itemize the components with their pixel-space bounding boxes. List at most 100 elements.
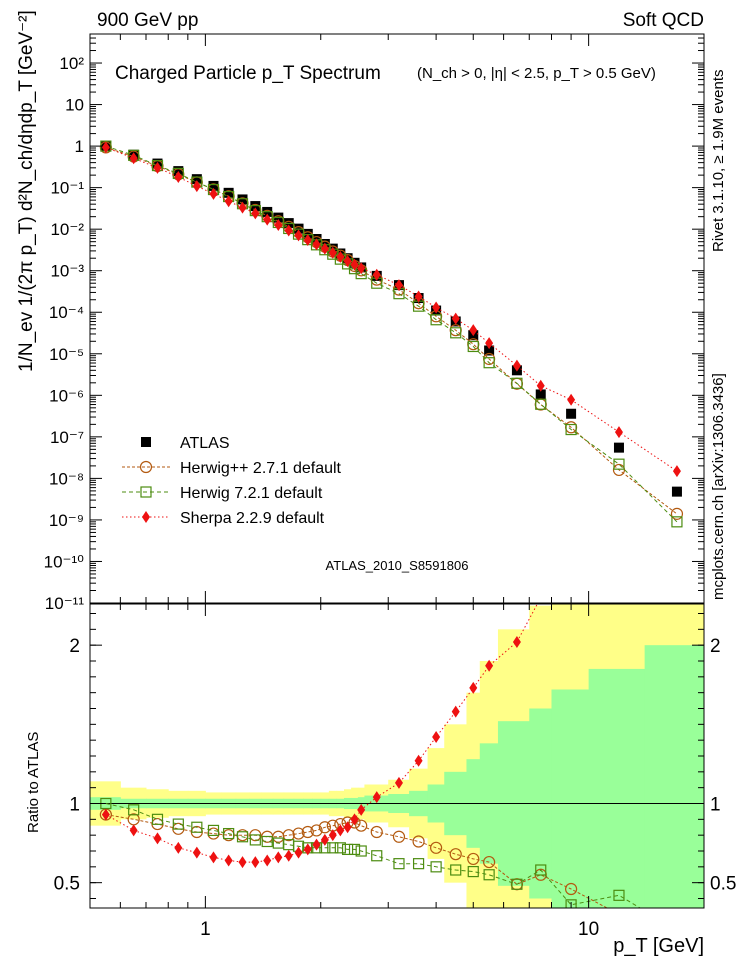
main-data-point <box>191 174 202 185</box>
ratio-data-point <box>303 843 312 856</box>
main-y-tick-label: 10⁻¹¹ <box>45 594 85 613</box>
ratio-data-point <box>613 909 624 920</box>
main-series-3 <box>101 141 681 478</box>
main-data-point <box>671 516 683 528</box>
main-title-cuts: (N_ch > 0, |η| < 2.5, p_T > 0.5 GeV) <box>417 65 656 82</box>
stat-band-bin <box>588 668 646 908</box>
main-data-point <box>512 359 521 372</box>
ratio-data-point <box>343 821 352 834</box>
main-data-point <box>303 233 312 246</box>
ratio-data-point <box>392 830 406 843</box>
main-data-point <box>485 337 494 350</box>
main-data-point <box>451 312 460 325</box>
main-data-point <box>612 463 626 477</box>
main-data-point <box>350 258 359 271</box>
main-y-tick-label: 10⁻⁹ <box>49 511 84 530</box>
main-data-point <box>209 187 218 200</box>
legend-entry: Herwig++ 2.7.1 default <box>180 460 342 477</box>
ratio-data-point <box>412 835 425 848</box>
main-data-point <box>372 268 381 281</box>
legend-marker <box>142 511 150 523</box>
ratio-series-2 <box>101 604 538 869</box>
ratio-data-point <box>251 856 260 869</box>
ratio-data-point <box>412 858 425 870</box>
legend-entry: Herwig 7.2.1 default <box>180 485 323 502</box>
main-data-point <box>535 389 546 400</box>
ratio-data-point <box>512 636 521 648</box>
main-data-point <box>566 408 577 419</box>
ratio-data-point <box>128 804 140 816</box>
ratio-data-point <box>129 824 138 837</box>
ratio-data-point <box>249 834 261 846</box>
x-tick-label: 1 <box>200 919 211 940</box>
ratio-data-point <box>284 849 293 862</box>
ratio-series-1 <box>100 797 642 908</box>
ratio-data-point <box>223 827 235 840</box>
main-data-point <box>484 345 495 356</box>
ratio-data-point <box>430 861 442 873</box>
ratio-data-point <box>357 803 366 816</box>
ratio-data-point <box>263 854 272 867</box>
ratio-data-point <box>485 659 494 672</box>
ratio-data-point <box>153 832 162 845</box>
legend-entry: Sherpa 2.2.9 default <box>180 510 325 527</box>
main-data-point <box>467 338 480 351</box>
legend-marker <box>141 437 151 447</box>
ratio-data-point <box>414 754 423 767</box>
ratio-data-point <box>371 850 383 862</box>
ratio-data-point <box>192 846 201 859</box>
main-data-point <box>672 465 681 478</box>
ratio-data-point <box>483 869 495 881</box>
ratio-y-tick-label: 2 <box>69 636 80 657</box>
ratio-data-point <box>430 841 443 854</box>
ratio-data-point <box>393 858 405 870</box>
ratio-data-point <box>236 831 249 843</box>
main-title-text: Charged Particle p_T Spectrum <box>115 63 381 84</box>
main-y-axis-label: 1/N_ev 1/(2π p_T) d²N_ch/dηdp_T [GeV⁻²] <box>16 10 37 372</box>
main-data-point <box>312 238 321 251</box>
x-tick-label: 10 <box>578 919 599 940</box>
ratio-data-point <box>191 821 203 833</box>
ratio-data-point <box>328 829 337 842</box>
main-data-point <box>357 262 366 275</box>
main-data-point <box>414 290 423 303</box>
main-data-point <box>101 141 110 154</box>
ratio-data-point <box>348 843 361 856</box>
ratio-data-point <box>467 852 480 866</box>
main-data-point <box>511 377 523 389</box>
ratio-data-point <box>372 791 381 804</box>
ratio-y-tick-label: 1 <box>69 795 80 816</box>
main-data-point <box>153 161 162 174</box>
main-data-point <box>224 195 233 208</box>
main-data-point <box>208 180 219 191</box>
ratio-y-axis-label: Ratio to ATLAS <box>25 732 42 833</box>
ratio-data-point <box>450 864 462 876</box>
main-y-tick-label: 10⁻⁴ <box>49 303 84 322</box>
uncertainty-bands <box>90 604 705 908</box>
main-data-point <box>432 301 441 314</box>
ratio-data-point <box>451 705 460 718</box>
main-data-point <box>336 250 345 263</box>
main-series-line <box>105 146 678 472</box>
main-data-point <box>263 213 272 226</box>
ratio-data-point <box>469 681 478 694</box>
main-y-tick-label: 10⁻¹ <box>50 179 84 198</box>
main-data-point <box>450 327 462 339</box>
ratio-data-point <box>564 882 578 896</box>
main-data-point <box>394 279 403 292</box>
main-data-point <box>613 442 624 453</box>
stat-band-bin <box>644 645 705 908</box>
ratio-data-point <box>312 838 321 851</box>
ratio-data-point <box>370 825 383 839</box>
main-data-point <box>467 340 479 353</box>
ratio-data-point <box>671 909 682 920</box>
main-data-point <box>614 426 623 439</box>
main-series-line <box>105 146 678 515</box>
main-data-point <box>237 194 248 205</box>
main-data-point <box>671 486 682 497</box>
ratio-y-tick-label: 0.5 <box>54 874 80 895</box>
analysis-label: ATLAS_2010_S8591806 <box>326 558 469 573</box>
main-y-tick-label: 10² <box>59 54 84 73</box>
ratio-data-point <box>174 841 183 854</box>
ratio-data-point <box>432 731 441 743</box>
